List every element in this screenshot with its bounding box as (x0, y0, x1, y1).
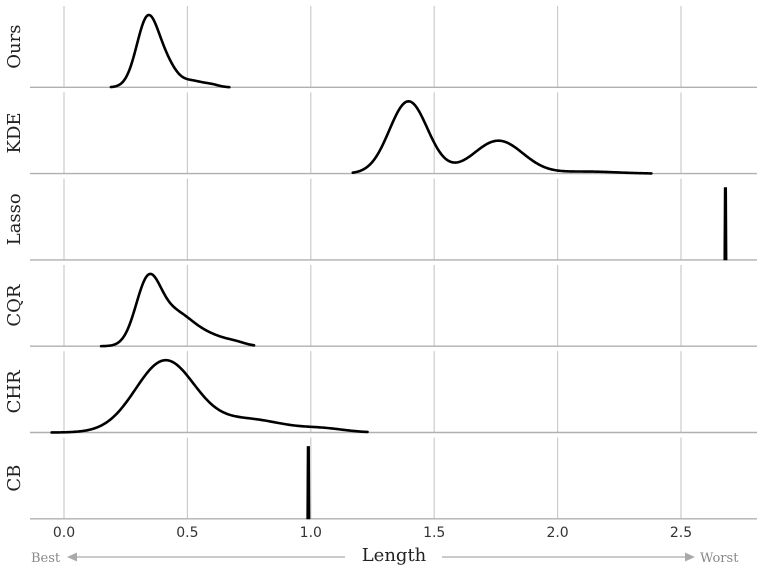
best-label: Best (31, 551, 61, 566)
density-spike-cb (306, 446, 311, 520)
density-curve-cqr (99, 272, 256, 348)
x-tick-label: 1.0 (300, 525, 322, 541)
gridlines (30, 6, 757, 520)
row-label-cb: CB (4, 465, 25, 492)
ridges: Ours KDE Lasso CQR CHR CB (4, 13, 728, 520)
x-axis-annotation: Best Length Worst (31, 545, 739, 566)
worst-label: Worst (700, 551, 739, 566)
x-tick-label: 0.0 (53, 525, 75, 541)
x-axis-title: Length (362, 545, 427, 566)
x-tick-label: 0.5 (176, 525, 198, 541)
density-spike-lasso (723, 187, 728, 261)
x-axis-ticks: 0.0 0.5 1.0 1.5 2.0 2.5 (53, 525, 692, 541)
row-label-cqr: CQR (4, 284, 25, 327)
row-label-kde: KDE (4, 112, 25, 153)
density-curve-chr (50, 358, 369, 434)
x-tick-label: 2.5 (670, 525, 692, 541)
best-arrow-head (67, 552, 77, 562)
x-tick-label: 2.0 (546, 525, 568, 541)
density-curve-kde (351, 100, 653, 175)
row-label-ours: Ours (4, 25, 25, 69)
density-curve-ours (109, 13, 231, 89)
row-label-lasso: Lasso (4, 193, 25, 245)
row-label-chr: CHR (4, 370, 25, 413)
worst-arrow-head (685, 552, 695, 562)
x-tick-label: 1.5 (423, 525, 445, 541)
